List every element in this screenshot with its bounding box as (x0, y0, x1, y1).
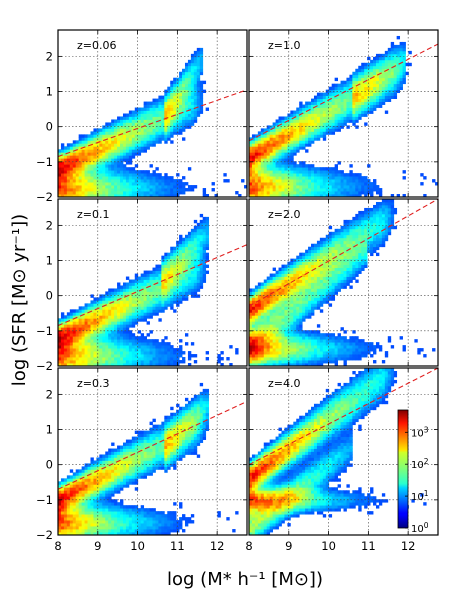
panel-frame (57, 367, 248, 536)
colorbar: 100 101 102 103 (397, 409, 429, 535)
panel-label: z=2.0 (268, 208, 300, 221)
heatmap-bins (58, 213, 239, 366)
grid (58, 368, 247, 535)
colorbar-tick-label: 103 (411, 425, 429, 439)
y-tick-label: −2 (36, 190, 53, 204)
panel-frame (57, 198, 248, 367)
colorbar-tick-label: 102 (411, 457, 429, 471)
y-axis-label: log (SFR [M⊙ yr⁻¹]) (9, 214, 30, 386)
panel-frame (248, 198, 439, 367)
y-tick-label: 0 (46, 120, 53, 134)
panel-frame (57, 29, 248, 198)
colorbar-ticks: 100 101 102 103 (405, 425, 429, 535)
panels-layer: z=0.06 z=1.0 z=0.1 z=2.0 z=0.3 z=4.0 (57, 29, 439, 536)
colorbar-gradient (397, 409, 409, 529)
x-tick-label: 10 (321, 539, 336, 553)
heatmap-bins (58, 382, 239, 535)
heatmap-bins (249, 368, 427, 535)
y-tick-label: 1 (46, 423, 53, 437)
y-tick-label: 1 (46, 85, 53, 99)
y-tick-label: 2 (46, 218, 53, 232)
panel-label: z=0.06 (77, 39, 116, 52)
x-tick-label: 11 (170, 539, 185, 553)
x-tick-label: 9 (94, 539, 101, 553)
fit-line (249, 43, 438, 142)
grid (249, 30, 438, 197)
panel-z-2-0: z=2.0 (248, 198, 439, 367)
panel-z-0-06: z=0.06 (57, 29, 248, 198)
x-tick-label: 11 (361, 539, 376, 553)
grid (58, 30, 247, 197)
y-tick-label: −1 (36, 155, 53, 169)
x-tick-label: 9 (285, 539, 292, 553)
x-tick-label: 8 (245, 539, 252, 553)
y-tick-label: −1 (36, 493, 53, 507)
x-tick-label: 12 (401, 539, 416, 553)
y-tick-label: −2 (36, 528, 53, 542)
fit-line (58, 400, 247, 490)
panel-frame (248, 367, 439, 536)
y-tick-label: 2 (46, 387, 53, 401)
fit-line (58, 244, 247, 327)
panel-z-0-3: z=0.3 (57, 367, 248, 536)
x-axis-label: log (M* h⁻¹ [M⊙]) (167, 569, 323, 590)
y-tick-label: 1 (46, 254, 53, 268)
colorbar-tick-label: 101 (411, 489, 429, 503)
grid (249, 199, 438, 366)
panel-label: z=1.0 (268, 39, 300, 52)
heatmap-bins (249, 199, 436, 366)
x-tick-label: 8 (54, 539, 61, 553)
x-tick-label: 10 (130, 539, 145, 553)
y-tick-label: 0 (46, 458, 53, 472)
y-tick-label: −2 (36, 359, 53, 373)
grid (58, 199, 247, 366)
heatmap-bins (58, 47, 247, 197)
panel-label: z=0.3 (77, 377, 109, 390)
fit-line (249, 368, 438, 466)
colorbar-tick-label: 100 (411, 521, 429, 535)
x-tick-label: 12 (210, 539, 225, 553)
panel-z-1-0: z=1.0 (248, 29, 439, 198)
panel-z-4-0: z=4.0 (248, 367, 439, 536)
panel-label: z=4.0 (268, 377, 300, 390)
y-tick-label: 0 (46, 289, 53, 303)
y-tick-label: 2 (46, 49, 53, 63)
panel-label: z=0.1 (77, 208, 109, 221)
fit-line (249, 199, 438, 307)
heatmap-bins (249, 35, 438, 197)
y-tick-label: −1 (36, 324, 53, 338)
fit-line (58, 89, 247, 158)
panel-z-0-1: z=0.1 (57, 198, 248, 367)
panel-frame (248, 29, 439, 198)
